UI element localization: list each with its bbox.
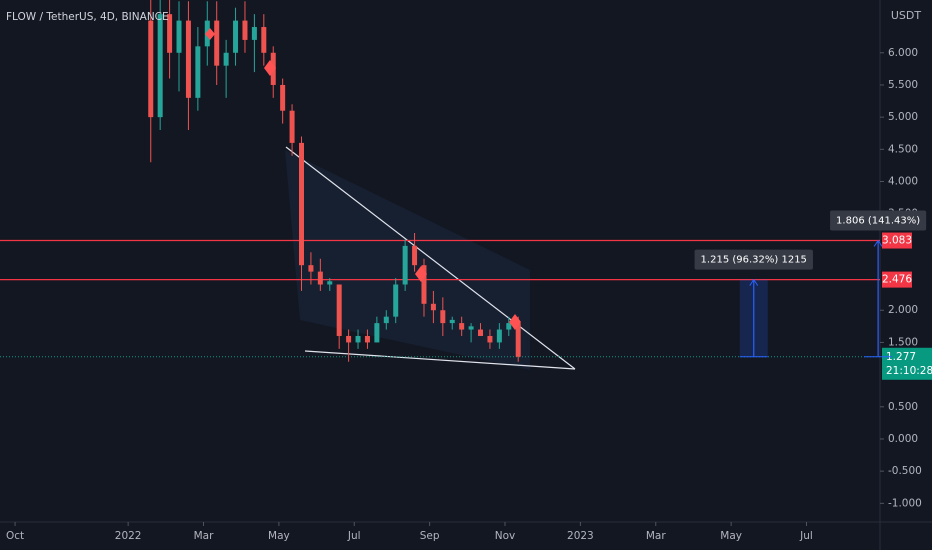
x-tick-label: Jul <box>347 530 361 542</box>
candle-body <box>449 319 455 324</box>
candle-body <box>185 20 191 98</box>
candle-body <box>393 284 399 317</box>
candle-body <box>468 326 474 330</box>
x-tick-label: May <box>720 530 742 542</box>
candle-body <box>421 265 427 304</box>
candle-body <box>308 265 314 272</box>
candle-body <box>298 142 304 266</box>
level-box <box>882 271 912 288</box>
candle-body <box>459 323 465 330</box>
y-tick-label: 6.000 <box>888 47 918 59</box>
x-tick-label: 2022 <box>115 530 142 542</box>
countdown-label: 21:10:28 <box>886 365 932 377</box>
candle-body <box>487 335 493 343</box>
candle-body <box>261 27 267 53</box>
y-tick-label: 4.500 <box>888 143 918 155</box>
candle-body <box>506 323 512 330</box>
measure-label-box <box>830 210 927 231</box>
measure-label: 1.806 (141.43%) <box>836 216 920 227</box>
x-tick-label: Jul <box>799 530 813 542</box>
x-tick-label: Mar <box>646 530 666 542</box>
y-tick-label: -0.500 <box>888 465 922 477</box>
candle-body <box>430 303 436 311</box>
candle-body <box>327 281 333 285</box>
y-tick-label: 4.000 <box>888 176 918 188</box>
candle-body <box>402 245 408 285</box>
measure-arrowhead <box>749 278 759 286</box>
candle-body <box>251 27 257 40</box>
y-tick-label: 1.500 <box>888 336 918 348</box>
candle-body <box>176 20 182 53</box>
candle-body <box>478 329 484 336</box>
candle-body <box>364 335 370 343</box>
candle-body <box>336 284 342 336</box>
x-tick-label: Oct <box>6 530 24 542</box>
measure-label-box <box>694 249 813 270</box>
candle-body <box>355 335 361 343</box>
candle-body <box>195 46 201 98</box>
x-tick-label: Sep <box>420 530 440 542</box>
y-tick-label: 5.500 <box>888 79 918 91</box>
candle-body <box>242 20 248 40</box>
candle-body <box>289 110 295 143</box>
candle-body <box>223 52 229 66</box>
level-label: 3.083 <box>882 235 912 247</box>
level-label: 2.476 <box>882 274 912 286</box>
candle-body <box>515 323 521 357</box>
candle-body <box>233 20 239 53</box>
chart-title: FLOW / TetherUS, 4D, BINANCE <box>6 11 169 23</box>
candle-body <box>157 14 163 118</box>
candle-body <box>412 245 418 266</box>
y-tick-label: 0.500 <box>888 401 918 413</box>
x-tick-label: Nov <box>495 530 516 542</box>
candle-body <box>317 271 323 285</box>
candle-body <box>167 14 173 53</box>
candle-body <box>214 20 220 66</box>
last-price-label: 1.277 <box>886 351 916 363</box>
currency-label: USDT <box>891 9 922 22</box>
level-box <box>882 232 912 249</box>
measure-arrowhead <box>873 239 883 247</box>
y-tick-label: 2.000 <box>888 304 918 316</box>
candle-body <box>383 316 389 324</box>
x-tick-label: Mar <box>194 530 214 542</box>
measure-label: 1.215 (96.32%) 1215 <box>701 255 807 266</box>
candle-body <box>346 335 352 343</box>
candle-body <box>374 323 380 343</box>
last-price-box <box>882 347 932 380</box>
x-tick-label: 2023 <box>567 530 594 542</box>
candle-body <box>440 310 446 324</box>
trend-line <box>304 350 576 370</box>
y-tick-label: -1.000 <box>888 497 922 509</box>
y-tick-label: 5.000 <box>888 111 918 123</box>
candle-body <box>496 329 502 343</box>
trend-line <box>285 146 576 370</box>
x-tick-label: May <box>268 530 290 542</box>
candle-body <box>280 84 286 111</box>
candle-body <box>148 20 154 118</box>
y-tick-label: 0.000 <box>888 433 918 445</box>
